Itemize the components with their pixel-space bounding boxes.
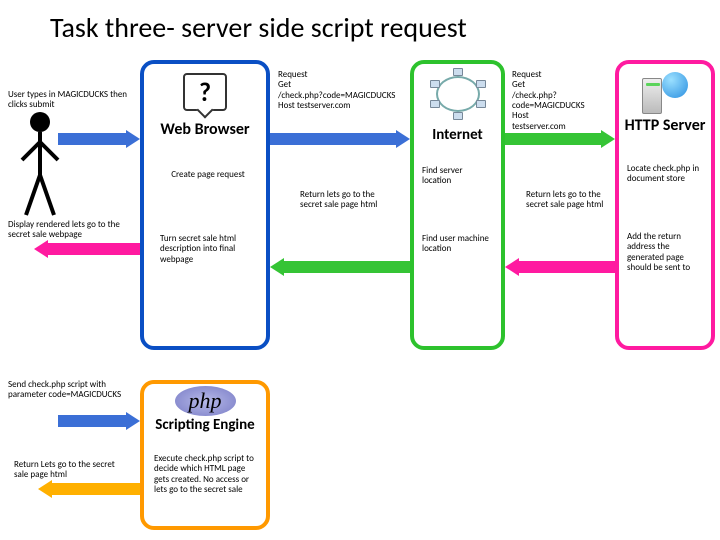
user-icon [20,110,60,220]
internet-label: Internet [414,126,501,144]
user-step3-text: Send check.php script with parameter cod… [8,380,134,401]
find-user-location: Find user machine location [422,234,493,255]
internet-column: Internet Find server location Find user … [410,60,505,350]
locate-doc: Locate check.php in document store [627,164,705,185]
php-icon: php [144,386,266,416]
user-step2-text: Display rendered lets go to the secret s… [8,220,128,241]
arrow-script-to-user [38,480,140,498]
web-browser-column: ? Web Browser Create page request Turn s… [140,60,270,350]
user-step1-text: User types in MAGICDUCKS then clicks sub… [8,90,134,111]
execute-script: Execute check.php script to decide which… [154,454,256,495]
network-icon [414,68,501,122]
find-server-location: Find server location [422,166,493,187]
user-step4-text: Return Lets go to the secret sale page h… [14,460,126,481]
http-server-column: HTTP Server Locate check.php in document… [615,60,715,350]
http-server-label: HTTP Server [619,118,711,135]
arrow-browser-to-user [34,240,140,258]
request1-text: Request Get /check.php?code=MAGICDUCKS H… [278,70,400,111]
arrow-internet-to-server [505,130,615,148]
scripting-engine-column: php Scripting Engine Execute check.php s… [140,380,270,530]
return2-text: Return lets go to the secret sale page h… [526,190,610,211]
server-icon [619,70,711,118]
turn-html: Turn secret sale html description into f… [160,234,238,265]
arrow-user-to-script [58,412,140,430]
arrow-user-to-browser [58,130,140,148]
arrow-server-to-internet [505,258,615,276]
create-page-request: Create page request [160,170,256,180]
add-return-address: Add the return address the generated pag… [627,232,705,273]
arrow-internet-to-browser [270,258,410,276]
web-browser-label: Web Browser [144,120,266,139]
slide-title: Task three- server side script request [50,10,467,45]
scripting-engine-label: Scripting Engine [144,418,266,434]
request2-text: Request Get /check.php?code=MAGICDUCKS H… [512,70,612,132]
arrow-browser-to-internet [270,130,410,148]
return1-text: Return lets go to the secret sale page h… [300,190,390,211]
help-icon: ? [144,70,266,114]
